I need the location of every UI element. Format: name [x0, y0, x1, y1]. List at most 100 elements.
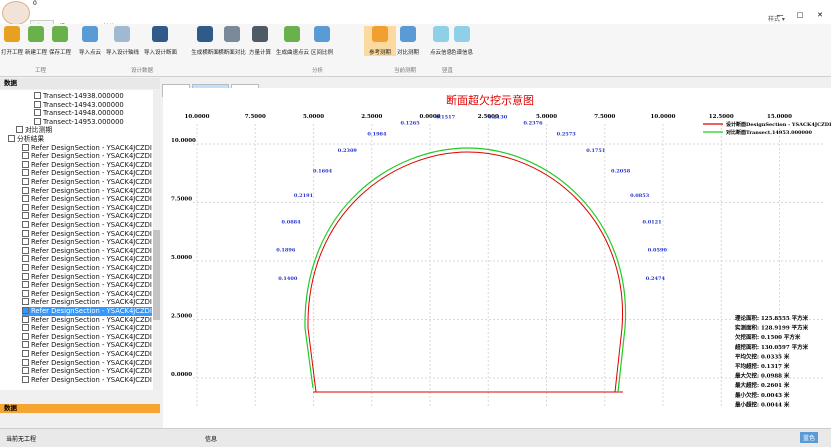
- checkbox[interactable]: [22, 143, 29, 151]
- tree-item[interactable]: Refer DesignSection - YSACK4JCZDI: [22, 281, 152, 290]
- checkbox[interactable]: [22, 178, 29, 185]
- checkbox[interactable]: [22, 229, 29, 237]
- checkbox[interactable]: [22, 264, 29, 271]
- checkbox[interactable]: [22, 332, 29, 340]
- checkbox[interactable]: [34, 109, 41, 117]
- tree-item[interactable]: 分析结果: [8, 135, 44, 144]
- checkbox[interactable]: [22, 186, 29, 194]
- checkbox[interactable]: [22, 289, 29, 297]
- checkbox[interactable]: [22, 350, 29, 357]
- tree-item[interactable]: Transect-14938.000000: [34, 92, 124, 101]
- tree-item[interactable]: Refer DesignSection - YSACK4JCZDI: [22, 203, 152, 213]
- deviation-label: 0.1265: [401, 120, 421, 126]
- ribbon-button[interactable]: 色谱信息: [446, 26, 478, 56]
- checkbox[interactable]: [34, 92, 41, 99]
- tree-item[interactable]: Refer DesignSection - YSACK4JCZDI: [22, 229, 152, 239]
- tree-item[interactable]: Refer DesignSection - YSACK4JCZDI: [22, 315, 152, 325]
- tree-item[interactable]: Refer DesignSection - YSACK4JCZDI: [22, 143, 152, 153]
- ribbon-button[interactable]: 对比测期: [392, 26, 424, 56]
- checkbox[interactable]: [22, 324, 29, 332]
- checkbox[interactable]: [22, 221, 29, 228]
- tree-item[interactable]: Refer DesignSection - YSACK4JCZDI: [22, 152, 152, 161]
- checkbox[interactable]: [22, 212, 29, 220]
- ribbon-button[interactable]: 导入设计断面: [144, 26, 177, 56]
- checkbox[interactable]: [22, 152, 29, 160]
- status-right[interactable]: 蓝色: [800, 432, 819, 443]
- ribbon-button[interactable]: 点云信息: [425, 26, 457, 56]
- checkbox[interactable]: [22, 238, 29, 246]
- tree-item[interactable]: Transect-14948.000000: [34, 109, 124, 118]
- ribbon-button[interactable]: 生成曲速点云: [276, 26, 309, 56]
- tree-item[interactable]: Refer DesignSection - YSACK4JCZDI: [22, 169, 152, 178]
- panel-footer[interactable]: 数据: [0, 404, 160, 413]
- x-tick-label: 10.0000: [651, 114, 676, 120]
- tree-item[interactable]: Refer DesignSection - YSACK4JCZDI: [22, 195, 152, 204]
- tree-item[interactable]: Refer DesignSection - YSACK4JCZDI: [22, 375, 152, 385]
- tree-item[interactable]: Refer DesignSection - YSACK4JCZDI: [22, 238, 152, 247]
- tree-item[interactable]: Refer DesignSection - YSACK4JCZDI: [22, 160, 152, 170]
- tree-item[interactable]: Transect-14953.000000: [34, 117, 124, 127]
- ribbon-button[interactable]: 导入设计轴线: [106, 26, 140, 56]
- checkbox[interactable]: [22, 315, 29, 323]
- checkbox[interactable]: [22, 358, 29, 366]
- item-label: Refer DesignSection - YSACK4JCZDI: [31, 332, 152, 341]
- tree-item[interactable]: Refer DesignSection - YSACK4JCZDI: [22, 272, 152, 282]
- button-label: 导入设计轴线: [106, 50, 140, 56]
- checkbox[interactable]: [22, 307, 29, 314]
- tree-item[interactable]: Refer DesignSection - YSACK4JCZDI: [22, 307, 152, 316]
- window-control[interactable]: □: [796, 11, 804, 19]
- style-menu[interactable]: 样式 ▾: [768, 16, 785, 23]
- checkbox[interactable]: [22, 169, 29, 177]
- tree-item[interactable]: Refer DesignSection - YSACK4JCZDI: [22, 289, 152, 299]
- tree-item[interactable]: Refer DesignSection - YSACK4JCZDI: [22, 367, 152, 376]
- status-middle: 信息: [205, 436, 218, 443]
- checkbox[interactable]: [22, 281, 29, 289]
- tree-item[interactable]: Refer DesignSection - YSACK4JCZDI: [22, 255, 152, 264]
- checkbox[interactable]: [8, 135, 15, 142]
- checkbox[interactable]: [22, 255, 29, 263]
- ribbon-button[interactable]: 区间比例: [306, 26, 338, 56]
- tree-item[interactable]: Refer DesignSection - YSACK4JCZDI: [22, 332, 152, 342]
- checkbox[interactable]: [22, 246, 29, 254]
- checkbox[interactable]: [22, 298, 29, 306]
- tree-item[interactable]: Transect-14943.000000: [34, 100, 124, 110]
- deviation-label: 0.2191: [294, 193, 313, 199]
- tree-item[interactable]: Refer DesignSection - YSACK4JCZDI: [22, 186, 152, 196]
- ribbon-button[interactable]: 保存工程: [44, 26, 76, 56]
- legend-label: 设计断面DesignSection - YSACK4JCZDI.dxf: [726, 121, 831, 128]
- window-control[interactable]: ✕: [817, 11, 823, 19]
- checkbox[interactable]: [22, 195, 29, 203]
- app-button[interactable]: [2, 1, 30, 25]
- scrollbar[interactable]: [153, 90, 160, 390]
- item-label: Refer DesignSection - YSACK4JCZDI: [31, 143, 152, 152]
- checkbox[interactable]: [34, 100, 41, 108]
- tree-item[interactable]: Refer DesignSection - YSACK4JCZDI: [22, 212, 152, 221]
- ribbon-button[interactable]: 生成横断面: [189, 26, 221, 56]
- tree-item[interactable]: Refer DesignSection - YSACK4JCZDI: [22, 350, 152, 359]
- checkbox[interactable]: [22, 341, 29, 349]
- title-bar: 0 样式 ▾ — □ ✕: [0, 0, 831, 25]
- checkbox[interactable]: [22, 367, 29, 375]
- tree-item[interactable]: Refer DesignSection - YSACK4JCZDI: [22, 264, 152, 273]
- tree-item[interactable]: Refer DesignSection - YSACK4JCZDI: [22, 298, 152, 307]
- ribbon-button[interactable]: 打开工程: [0, 26, 28, 56]
- checkbox[interactable]: [16, 126, 23, 134]
- checkbox[interactable]: [22, 160, 29, 168]
- tree-item[interactable]: Refer DesignSection - YSACK4JCZDI: [22, 324, 152, 333]
- ribbon-button[interactable]: 横断面对比: [216, 26, 248, 56]
- tree-item[interactable]: 对比测期: [16, 126, 52, 135]
- ribbon-button[interactable]: 方量计算: [244, 26, 276, 56]
- ribbon-button[interactable]: 新建工程: [20, 26, 52, 56]
- tree-item[interactable]: Refer DesignSection - YSACK4JCZDI: [22, 178, 152, 187]
- checkbox[interactable]: [22, 203, 29, 211]
- ribbon-button[interactable]: 导入点云: [74, 26, 106, 56]
- checkbox[interactable]: [22, 375, 29, 383]
- ribbon-button[interactable]: 参考测期: [364, 26, 396, 56]
- window-control[interactable]: —: [776, 11, 784, 19]
- tree-item[interactable]: Refer DesignSection - YSACK4JCZDI: [22, 341, 152, 350]
- checkbox[interactable]: [22, 272, 29, 280]
- tree-item[interactable]: Refer DesignSection - YSACK4JCZDI: [22, 246, 152, 256]
- tree-item[interactable]: Refer DesignSection - YSACK4JCZDI: [22, 221, 152, 230]
- tree-item[interactable]: Refer DesignSection - YSACK4JCZDI: [22, 358, 152, 368]
- checkbox[interactable]: [34, 117, 41, 125]
